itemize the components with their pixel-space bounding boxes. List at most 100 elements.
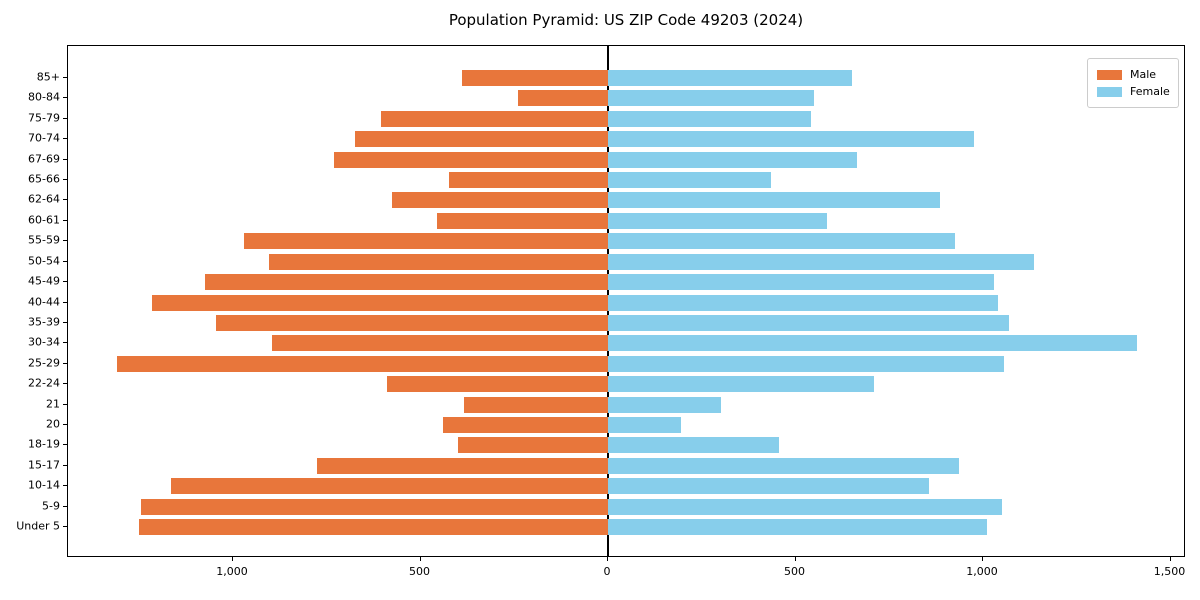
y-tick-mark: [63, 362, 67, 364]
female-bar-45-49: [608, 274, 995, 291]
male-bar-60-61: [437, 212, 608, 229]
y-tick-label-75-79: 75-79: [28, 111, 60, 125]
y-tick-mark: [63, 301, 67, 303]
y-tick-label-65-66: 65-66: [28, 172, 60, 186]
female-color-swatch: [1097, 86, 1122, 97]
y-tick-label-45-49: 45-49: [28, 274, 60, 288]
y-tick-mark: [63, 260, 67, 262]
y-tick-mark: [63, 403, 67, 405]
y-tick-mark: [63, 138, 67, 140]
female-bar-18-19: [608, 437, 779, 454]
x-tick-label-0: 0: [603, 565, 611, 578]
x-tick-mark: [607, 557, 608, 561]
x-tick-mark: [794, 557, 796, 561]
female-bar-62-64: [608, 192, 940, 209]
female-bar-80-84: [608, 90, 815, 107]
legend-label-male: Male: [1130, 68, 1157, 81]
y-tick-mark: [63, 117, 67, 119]
x-tick-mark: [982, 557, 983, 561]
female-bar-22-24: [608, 376, 875, 393]
y-tick-label-5-9: 5-9: [42, 499, 60, 513]
y-tick-label-40-44: 40-44: [28, 295, 60, 308]
y-tick-label-50-54: 50-54: [28, 254, 60, 268]
male-bar-80-84: [518, 90, 608, 107]
y-tick-label-30-34: 30-34: [28, 335, 60, 349]
female-bar-70-74: [608, 131, 974, 148]
y-tick-label-35-39: 35-39: [28, 315, 60, 329]
y-tick-label-85+: 85+: [36, 70, 60, 84]
male-bar-50-54: [268, 253, 608, 270]
plot-area: Male Female: [67, 45, 1185, 557]
male-color-swatch: [1097, 69, 1122, 80]
y-tick-mark: [63, 321, 67, 323]
female-bar-30-34: [608, 335, 1137, 352]
y-tick-mark: [63, 505, 67, 507]
y-tick-label-60-61: 60-61: [28, 213, 60, 227]
x-tick-label-1,000: 1,000: [966, 565, 998, 578]
y-tick-mark: [63, 383, 67, 385]
y-tick-label-20: 20: [46, 417, 60, 431]
y-tick-mark: [63, 97, 67, 99]
female-bar-20: [608, 416, 682, 433]
male-bar-30-34: [272, 335, 608, 352]
male-bar-45-49: [204, 274, 608, 291]
male-bar-18-19: [458, 437, 608, 454]
y-tick-label-Under 5: Under 5: [16, 519, 60, 533]
female-bar-25-29: [608, 355, 1004, 372]
y-tick-mark: [63, 219, 67, 221]
male-bar-65-66: [448, 172, 608, 189]
female-bar-40-44: [608, 294, 998, 311]
y-tick-mark: [63, 444, 67, 446]
female-bar-5-9: [608, 498, 1002, 515]
male-bar-85+: [461, 70, 608, 86]
female-bar-21: [608, 396, 721, 413]
male-bar-35-39: [216, 314, 608, 331]
male-bar-15-17: [317, 457, 608, 474]
female-bar-55-59: [608, 233, 955, 250]
male-bar-75-79: [381, 110, 608, 127]
y-tick-mark: [63, 158, 67, 160]
male-bar-40-44: [152, 294, 608, 311]
y-tick-label-10-14: 10-14: [28, 478, 60, 492]
x-tick-label-1,500: 1,500: [1153, 565, 1186, 578]
male-bar-55-59: [244, 233, 608, 250]
y-tick-mark: [63, 423, 67, 425]
female-bar-Under 5: [608, 519, 987, 536]
male-bar-70-74: [354, 131, 608, 148]
male-bar-22-24: [386, 376, 608, 393]
y-tick-label-55-59: 55-59: [28, 233, 60, 247]
chart-title: Population Pyramid: US ZIP Code 49203 (2…: [448, 11, 804, 29]
y-tick-label-18-19: 18-19: [28, 437, 60, 451]
x-tick-label-500: 500: [409, 565, 430, 578]
male-bar-5-9: [141, 498, 608, 515]
male-bar-20: [443, 416, 608, 433]
female-bar-85+: [608, 70, 852, 86]
female-bar-10-14: [608, 478, 929, 495]
male-bar-67-69: [334, 151, 608, 168]
female-bar-65-66: [608, 172, 772, 189]
male-bar-62-64: [392, 192, 608, 209]
y-tick-label-80-84: 80-84: [28, 90, 60, 104]
legend-item-male: Male: [1097, 66, 1169, 83]
x-tick-label-500: 500: [784, 565, 805, 578]
male-bar-Under 5: [139, 519, 608, 536]
y-tick-mark: [63, 281, 67, 283]
male-bar-10-14: [171, 478, 608, 495]
y-tick-label-21: 21: [46, 397, 60, 411]
y-tick-mark: [63, 342, 67, 344]
y-tick-label-25-29: 25-29: [28, 356, 60, 370]
y-tick-mark: [63, 464, 67, 466]
y-tick-label-62-64: 62-64: [28, 192, 60, 206]
y-tick-label-15-17: 15-17: [28, 458, 60, 472]
y-tick-mark: [63, 77, 67, 78]
legend: Male Female: [1087, 58, 1179, 108]
y-tick-mark: [63, 199, 67, 201]
y-tick-mark: [63, 179, 67, 181]
x-tick-label-1,000: 1,000: [216, 565, 248, 578]
male-bar-21: [463, 396, 608, 413]
legend-label-female: Female: [1130, 85, 1170, 98]
y-tick-label-67-69: 67-69: [28, 152, 60, 166]
x-tick-mark: [419, 557, 421, 561]
y-tick-label-70-74: 70-74: [28, 131, 60, 145]
